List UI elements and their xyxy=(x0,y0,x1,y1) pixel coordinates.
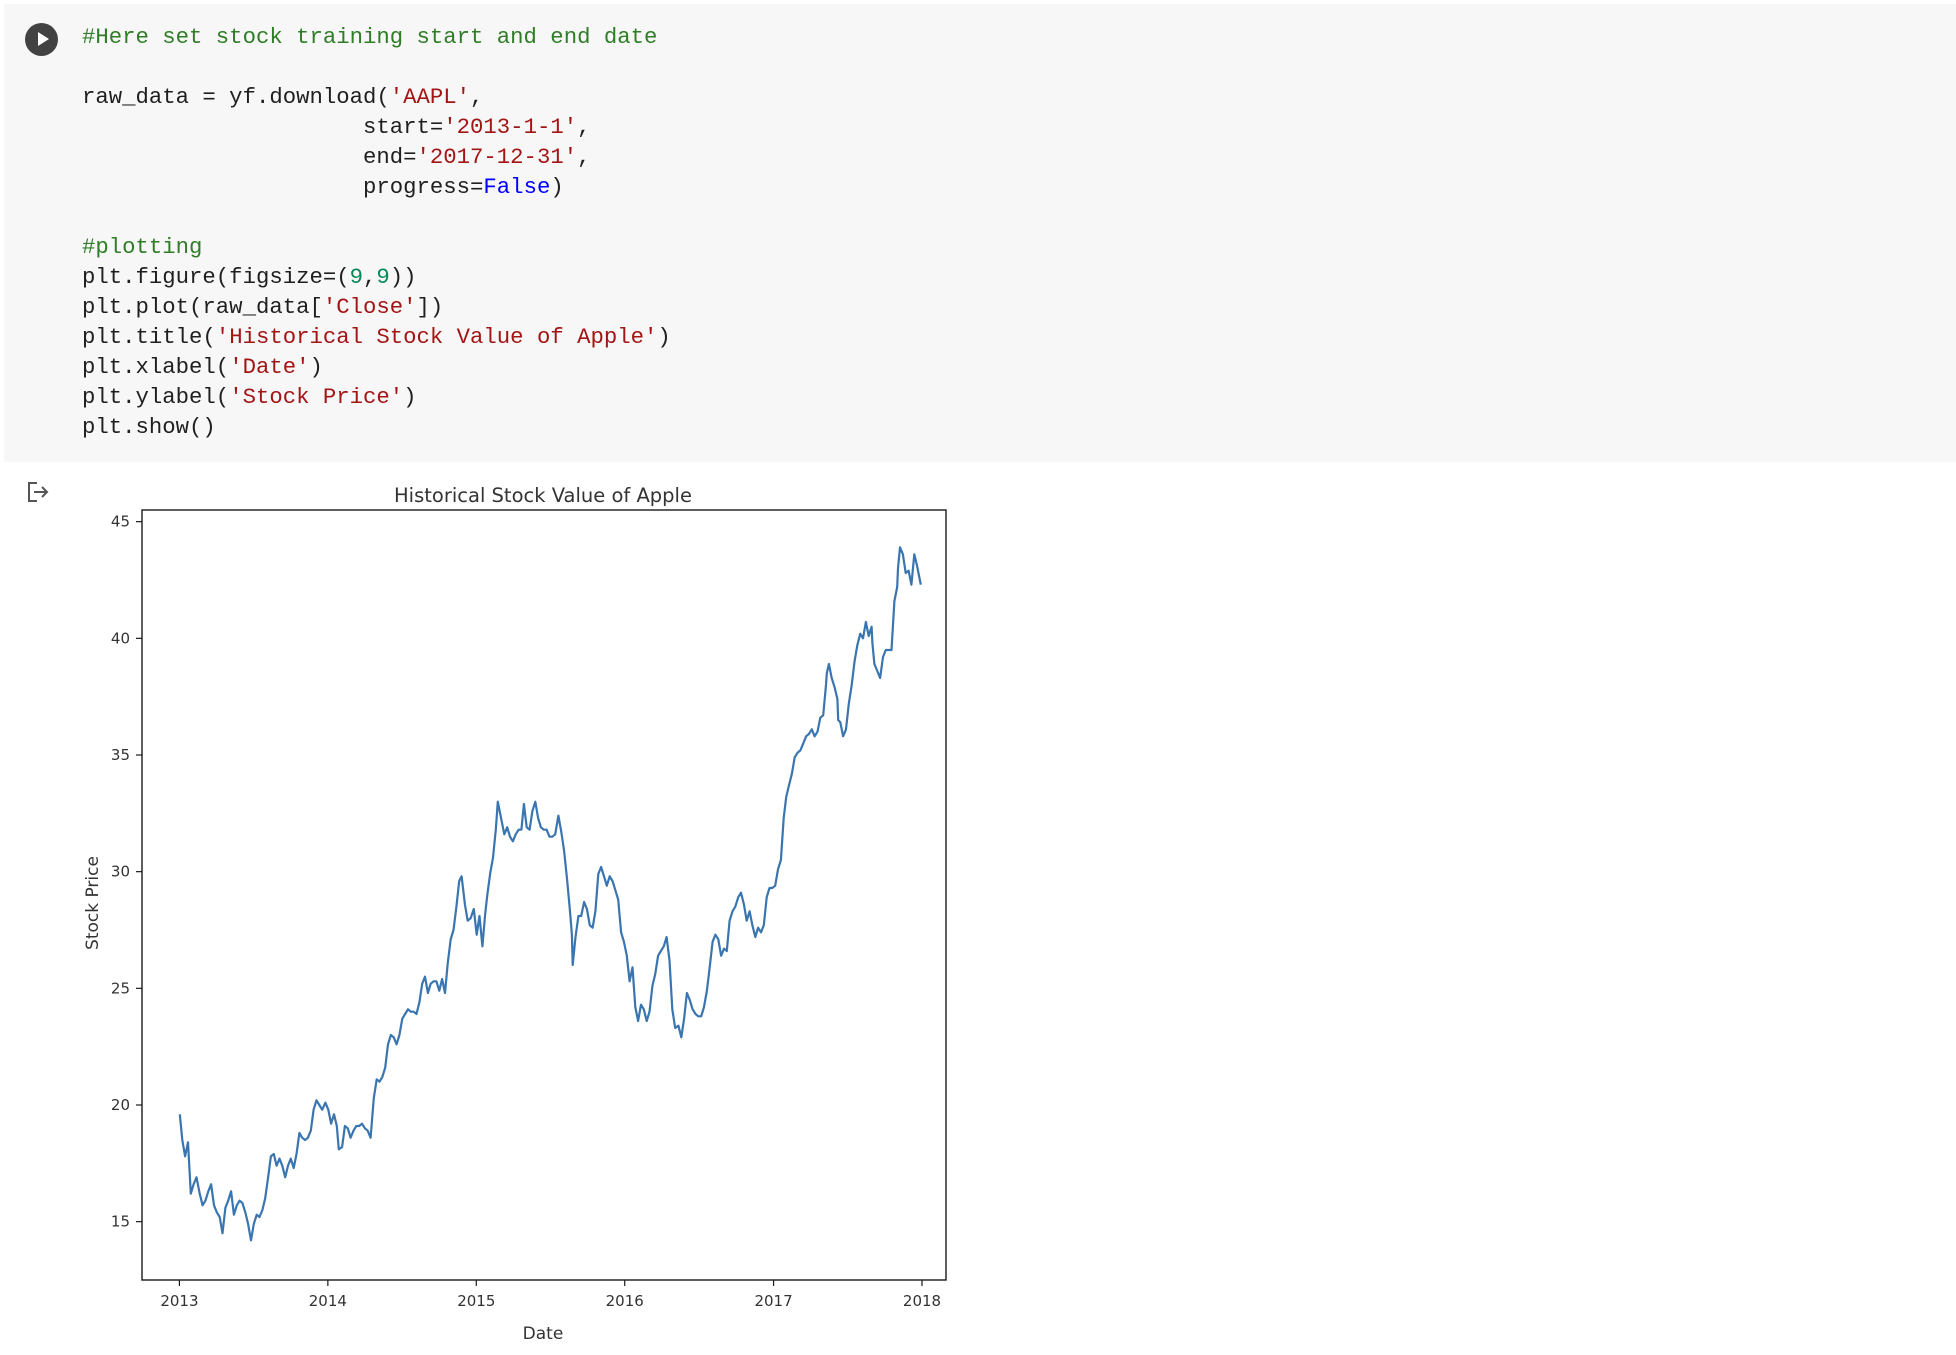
run-cell-button[interactable] xyxy=(25,23,58,56)
close-price-line xyxy=(178,546,922,1242)
code-token: end= xyxy=(82,144,417,170)
code-token: , xyxy=(577,144,591,170)
code-token: 'Close' xyxy=(322,294,417,320)
code-line: plt.ylabel('Stock Price') xyxy=(82,382,671,412)
y-axis-label: Stock Price xyxy=(83,856,103,950)
code-token: #plotting xyxy=(82,234,203,260)
x-tick-label: 2017 xyxy=(754,1292,792,1310)
y-axis: 15 20 25 30 35 40 45 xyxy=(111,513,142,1231)
x-tick-label: 2018 xyxy=(903,1292,941,1310)
code-line xyxy=(82,52,671,82)
code-cell: #Here set stock training start and end d… xyxy=(4,4,1956,462)
code-token: plt.figure(figsize=( xyxy=(82,264,350,290)
y-tick-label: 25 xyxy=(111,979,130,997)
x-axis-label: Date xyxy=(523,1324,564,1344)
code-line: plt.show() xyxy=(82,412,671,442)
code-token: 9 xyxy=(349,264,363,290)
code-token: plt.xlabel( xyxy=(82,354,230,380)
y-tick-label: 15 xyxy=(111,1213,130,1231)
plot-frame xyxy=(141,509,947,1281)
code-line: raw_data = yf.download('AAPL', xyxy=(82,82,671,112)
code-line: end='2017-12-31', xyxy=(82,142,671,172)
code-token: ) xyxy=(657,324,671,350)
code-line: #plotting xyxy=(82,232,671,262)
code-token: raw_data = yf.download( xyxy=(82,84,390,110)
x-tick-label: 2013 xyxy=(160,1292,198,1310)
code-token: ) xyxy=(309,354,323,380)
code-token: #Here set stock training start and end d… xyxy=(82,24,658,50)
x-tick-label: 2015 xyxy=(457,1292,495,1310)
code-token: 'AAPL' xyxy=(389,84,471,110)
code-token: 'Date' xyxy=(229,354,310,380)
code-token: '2017-12-31' xyxy=(416,144,578,170)
output-redirect-icon xyxy=(28,482,49,502)
code-token: , xyxy=(470,84,484,110)
code-token: '2013-1-1' xyxy=(443,114,578,140)
code-line: #Here set stock training start and end d… xyxy=(82,22,671,52)
code-token: ]) xyxy=(416,294,444,320)
code-token: False xyxy=(483,174,551,200)
y-tick-label: 35 xyxy=(111,746,130,764)
x-tick-label: 2016 xyxy=(606,1292,644,1310)
code-token: progress= xyxy=(82,174,484,200)
code-token: ) xyxy=(550,174,564,200)
code-line xyxy=(82,202,671,232)
code-token: 'Stock Price' xyxy=(229,384,404,410)
x-axis: 2013 2014 2015 2016 2017 2018 xyxy=(160,1280,941,1310)
code-token: ) xyxy=(403,384,417,410)
y-tick-label: 45 xyxy=(111,513,130,531)
code-line: plt.figure(figsize=(9,9)) xyxy=(82,262,671,292)
code-token: start= xyxy=(82,114,444,140)
code-line: plt.title('Historical Stock Value of App… xyxy=(82,322,671,352)
y-tick-label: 30 xyxy=(111,863,130,881)
code-token: , xyxy=(363,264,377,290)
x-tick-label: 2014 xyxy=(309,1292,347,1310)
code-token: , xyxy=(577,114,591,140)
code-line: start='2013-1-1', xyxy=(82,112,671,142)
code-line: progress=False) xyxy=(82,172,671,202)
code-line: plt.plot(raw_data['Close']) xyxy=(82,292,671,322)
code-token: plt.ylabel( xyxy=(82,384,230,410)
code-token: plt.show() xyxy=(82,414,216,440)
code-token: 9 xyxy=(376,264,390,290)
stock-price-chart: Historical Stock Value of Apple 15 20 25 30… xyxy=(83,484,947,1344)
code-token: )) xyxy=(389,264,417,290)
y-tick-label: 40 xyxy=(111,629,130,647)
chart-title: Historical Stock Value of Apple xyxy=(394,484,692,507)
code-token: plt.plot(raw_data[ xyxy=(82,294,323,320)
code-editor[interactable]: #Here set stock training start and end d… xyxy=(82,22,671,442)
code-token: 'Historical Stock Value of Apple' xyxy=(215,324,658,350)
code-token: plt.title( xyxy=(82,324,216,350)
code-line: plt.xlabel('Date') xyxy=(82,352,671,382)
y-tick-label: 20 xyxy=(111,1096,130,1114)
play-icon xyxy=(38,32,49,46)
